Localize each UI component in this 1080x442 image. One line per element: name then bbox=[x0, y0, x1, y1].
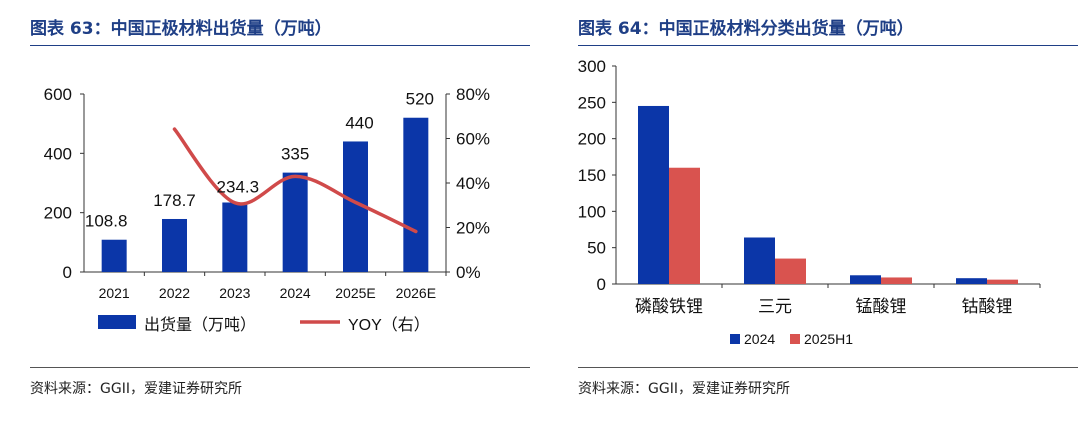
bar-2025h1 bbox=[669, 167, 700, 284]
y-tick-label: 100 bbox=[578, 202, 606, 221]
bar-2025h1 bbox=[775, 258, 806, 284]
x-tick-label: 2022 bbox=[159, 285, 190, 301]
x-tick-label: 2025E bbox=[335, 285, 375, 301]
shipment-bar bbox=[403, 117, 429, 272]
legend-bar-label: 出货量（万吨） bbox=[144, 316, 256, 334]
legend-2024-swatch bbox=[730, 334, 740, 344]
right-y-tick-label: 20% bbox=[456, 219, 490, 238]
right-footer-rule bbox=[578, 367, 1078, 368]
bar-2024 bbox=[638, 105, 669, 284]
shipment-chart: 0 200 400 600 0% 20% 40% 60% 80% 2021 2022 2023 2024… bbox=[44, 85, 490, 334]
x-tick-label: 2026E bbox=[396, 285, 436, 301]
left-footer-rule bbox=[30, 367, 530, 368]
category-shipment-chart: 0 50 100 150 200 250 300 磷酸铁锂 三元 锰酸锂 钴酸锂 2024 2025H1 bbox=[578, 57, 1041, 347]
bar-2025h1 bbox=[881, 277, 912, 284]
x-tick-label: 2021 bbox=[99, 285, 130, 301]
shipment-bar bbox=[282, 172, 308, 272]
left-title-rule bbox=[30, 45, 530, 46]
left-y-tick-label: 600 bbox=[44, 85, 72, 104]
right-y-tick-label: 60% bbox=[456, 130, 490, 149]
shipment-data-label: 178.7 bbox=[153, 191, 196, 210]
shipment-bar bbox=[162, 218, 187, 272]
legend-2025h1-label: 2025H1 bbox=[804, 331, 853, 347]
shipment-data-label: 520 bbox=[406, 90, 434, 109]
x-tick-label: 三元 bbox=[758, 297, 792, 316]
legend-2025h1-swatch bbox=[790, 334, 800, 344]
bar-2024 bbox=[956, 278, 987, 284]
left-source-note: 资料来源：GGII，爱建证券研究所 bbox=[30, 381, 242, 397]
y-tick-label: 200 bbox=[578, 130, 606, 149]
right-chart-title: 图表 64：中国正极材料分类出货量（万吨） bbox=[578, 19, 914, 39]
left-chart-panel: 图表 63：中国正极材料出货量（万吨） 0 200 400 600 0% 20% 40% 60… bbox=[0, 0, 530, 442]
right-y-tick-label: 0% bbox=[456, 263, 481, 282]
yoy-line bbox=[172, 127, 418, 234]
bar-2024 bbox=[744, 237, 775, 284]
x-tick-label: 锰酸锂 bbox=[856, 297, 907, 316]
left-chart-title: 图表 63：中国正极材料出货量（万吨） bbox=[30, 19, 332, 39]
y-tick-label: 0 bbox=[597, 275, 606, 294]
y-tick-label: 150 bbox=[578, 166, 606, 185]
y-tick-label: 250 bbox=[578, 93, 606, 112]
legend-2024-label: 2024 bbox=[744, 331, 775, 347]
shipment-data-label: 234.3 bbox=[217, 177, 260, 196]
shipment-bar bbox=[101, 239, 127, 272]
y-tick-label: 300 bbox=[578, 57, 606, 76]
legend-line-label: YOY（右） bbox=[348, 316, 430, 334]
right-title-rule bbox=[578, 45, 1078, 46]
x-tick-label: 钴酸锂 bbox=[962, 297, 1013, 316]
x-tick-label: 2023 bbox=[219, 285, 250, 301]
shipment-bar bbox=[222, 202, 248, 272]
shipment-data-label: 108.8 bbox=[85, 212, 128, 231]
shipment-data-label: 440 bbox=[345, 113, 373, 132]
right-chart-panel: 图表 64：中国正极材料分类出货量（万吨） 0 50 100 150 200 250 300… bbox=[548, 0, 1080, 442]
left-y-tick-label: 200 bbox=[44, 204, 72, 223]
right-y-tick-label: 40% bbox=[456, 174, 490, 193]
right-source-note: 资料来源：GGII，爱建证券研究所 bbox=[578, 381, 790, 397]
shipment-data-label: 335 bbox=[281, 145, 309, 164]
legend-bar-swatch bbox=[98, 315, 136, 329]
left-y-tick-label: 0 bbox=[63, 263, 72, 282]
y-tick-label: 50 bbox=[587, 239, 606, 258]
bar-2024 bbox=[850, 275, 881, 284]
left-y-tick-label: 400 bbox=[44, 144, 72, 163]
x-tick-label: 2024 bbox=[280, 285, 311, 301]
right-y-tick-label: 80% bbox=[456, 85, 490, 104]
x-tick-label: 磷酸铁锂 bbox=[635, 297, 703, 316]
bar-2025h1 bbox=[987, 279, 1018, 284]
